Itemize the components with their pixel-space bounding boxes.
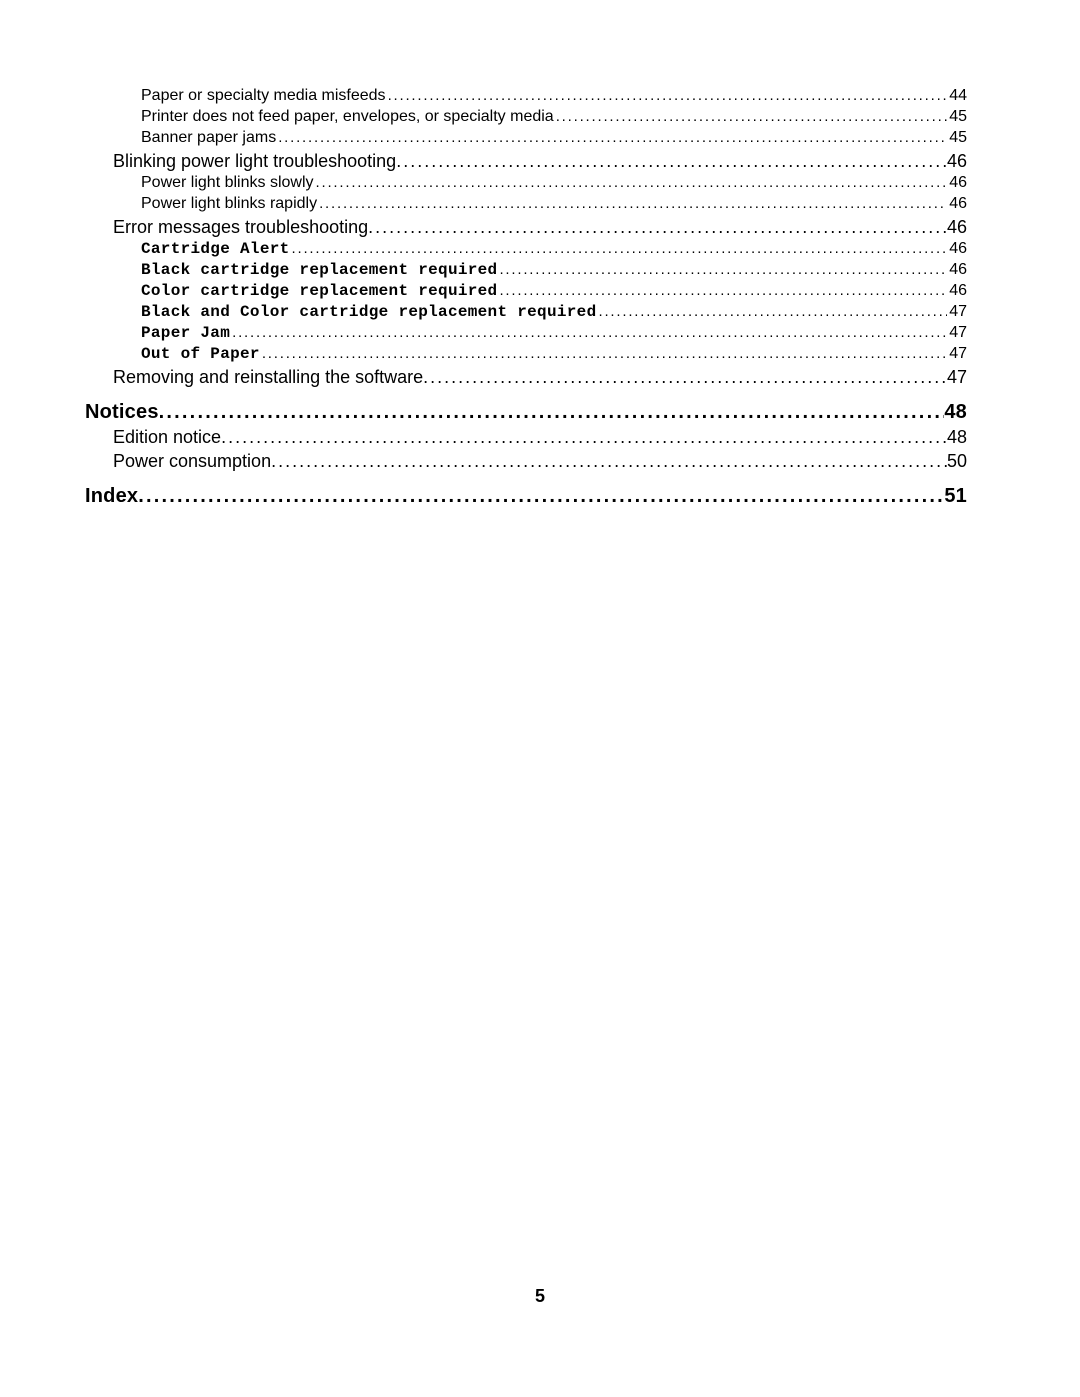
- toc-entry-label: Black and Color cartridge replacement re…: [141, 304, 596, 320]
- toc-entry-label: Banner paper jams: [141, 130, 276, 146]
- toc-leader-dots: [278, 130, 947, 146]
- toc-leader-dots: [232, 325, 947, 341]
- toc-entry-label: Cartridge Alert: [141, 241, 290, 257]
- toc-leader-dots: [221, 428, 947, 446]
- toc-entry-page: 45: [947, 109, 967, 125]
- toc-leader-dots: [368, 218, 947, 236]
- toc-leader-dots: [159, 402, 945, 422]
- toc-entry-page: 48: [947, 428, 967, 446]
- page-number: 5: [0, 1286, 1080, 1307]
- toc-entry-page: 44: [947, 88, 967, 104]
- toc-entry-page: 46: [947, 262, 967, 278]
- toc-leader-dots: [556, 109, 948, 125]
- toc-entry: Edition notice 48: [85, 428, 967, 446]
- toc-leader-dots: [319, 196, 947, 212]
- toc-entry-label: Paper or specialty media misfeeds: [141, 88, 386, 104]
- toc-entry-page: 46: [947, 175, 967, 191]
- toc-entry: Notices 48: [85, 402, 967, 422]
- toc-entry-label: Edition notice: [113, 428, 221, 446]
- toc-entry-label: Error messages troubleshooting: [113, 218, 368, 236]
- toc-leader-dots: [388, 88, 948, 104]
- toc-entry-page: 46: [947, 218, 967, 236]
- toc-leader-dots: [271, 452, 947, 470]
- toc-leader-dots: [499, 283, 947, 299]
- toc-entry-page: 45: [947, 130, 967, 146]
- toc-leader-dots: [316, 175, 948, 191]
- toc-entry: Power light blinks rapidly 46: [85, 196, 967, 212]
- toc-entry: Printer does not feed paper, envelopes, …: [85, 109, 967, 125]
- toc-entry: Black cartridge replacement required 46: [85, 262, 967, 278]
- document-page: Paper or specialty media misfeeds 44 Print…: [0, 0, 1080, 1397]
- toc-entry-page: 46: [947, 196, 967, 212]
- toc-leader-dots: [292, 241, 948, 257]
- toc-leader-dots: [598, 304, 947, 320]
- toc-leader-dots: [499, 262, 947, 278]
- toc-entry-page: 47: [947, 304, 967, 320]
- toc-entry-label: Power consumption: [113, 452, 271, 470]
- toc-entry: Out of Paper 47: [85, 346, 967, 362]
- toc-entry-label: Power light blinks slowly: [141, 175, 314, 191]
- toc-entry-page: 51: [944, 486, 967, 506]
- toc-entry: Power consumption 50: [85, 452, 967, 470]
- toc-entry-page: 47: [947, 368, 967, 386]
- toc-entry-label: Power light blinks rapidly: [141, 196, 317, 212]
- toc-entry-label: Black cartridge replacement required: [141, 262, 497, 278]
- toc-entry-page: 47: [947, 325, 967, 341]
- toc-entry-page: 46: [947, 241, 967, 257]
- toc-entry-page: 50: [947, 452, 967, 470]
- toc-entry: Banner paper jams 45: [85, 130, 967, 146]
- toc-entry-page: 46: [947, 283, 967, 299]
- toc-entry-label: Index: [85, 486, 138, 506]
- toc-entry: Blinking power light troubleshooting 46: [85, 152, 967, 170]
- toc-entry: Paper Jam 47: [85, 325, 967, 341]
- table-of-contents: Paper or specialty media misfeeds 44 Print…: [85, 83, 967, 510]
- toc-entry: Removing and reinstalling the software 47: [85, 368, 967, 386]
- toc-entry-label: Removing and reinstalling the software: [113, 368, 423, 386]
- toc-entry: Black and Color cartridge replacement re…: [85, 304, 967, 320]
- toc-entry: Power light blinks slowly 46: [85, 175, 967, 191]
- toc-leader-dots: [396, 152, 947, 170]
- toc-entry: Paper or specialty media misfeeds 44: [85, 88, 967, 104]
- toc-entry-label: Printer does not feed paper, envelopes, …: [141, 109, 554, 125]
- toc-entry-page: 47: [947, 346, 967, 362]
- toc-entry: Error messages troubleshooting 46: [85, 218, 967, 236]
- toc-entry: Cartridge Alert 46: [85, 241, 967, 257]
- toc-entry-label: Notices: [85, 402, 159, 422]
- toc-entry-label: Out of Paper: [141, 346, 260, 362]
- toc-entry-page: 46: [947, 152, 967, 170]
- toc-entry-label: Paper Jam: [141, 325, 230, 341]
- toc-entry-label: Color cartridge replacement required: [141, 283, 497, 299]
- toc-entry-label: Blinking power light troubleshooting: [113, 152, 396, 170]
- toc-leader-dots: [423, 368, 947, 386]
- toc-entry-page: 48: [944, 402, 967, 422]
- toc-leader-dots: [262, 346, 947, 362]
- toc-entry: Color cartridge replacement required 46: [85, 283, 967, 299]
- toc-leader-dots: [138, 486, 944, 506]
- toc-entry: Index 51: [85, 486, 967, 506]
